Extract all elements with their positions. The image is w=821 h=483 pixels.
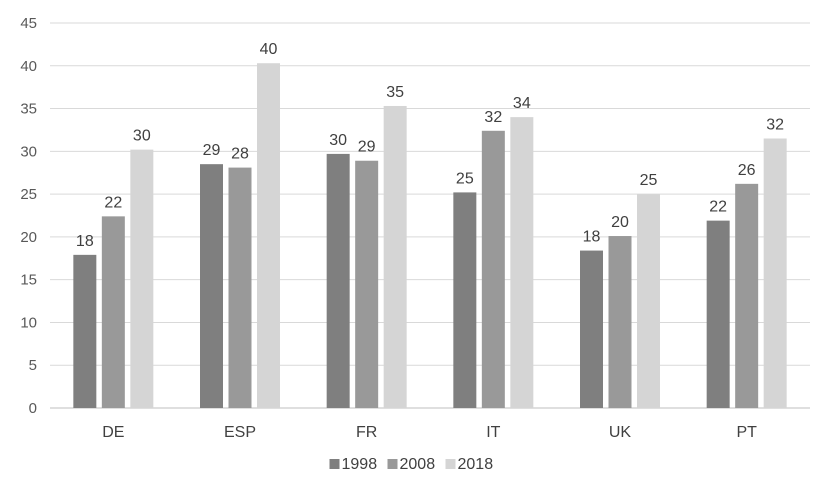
- y-tick-label-20: 20: [20, 229, 37, 246]
- bar-fr-2018: [383, 105, 407, 408]
- data-label-it-2018: 34: [513, 95, 531, 112]
- legend-swatch-2008: [387, 459, 398, 469]
- bar-pt-1998: [706, 220, 730, 408]
- bar-de-2008: [101, 216, 125, 408]
- data-label-it-2008: 32: [484, 109, 502, 126]
- gridlines: [50, 22, 810, 409]
- y-tick-label-45: 45: [20, 15, 37, 32]
- legend-label-2018: 2018: [458, 456, 494, 473]
- data-label-uk-2008: 20: [611, 214, 629, 231]
- bar-pt-2018: [763, 138, 787, 408]
- bar-uk-1998: [580, 250, 603, 408]
- legend-swatch-1998: [329, 459, 340, 469]
- data-label-uk-1998: 18: [583, 229, 601, 246]
- x-category-label-pt: PT: [736, 424, 757, 441]
- x-category-label-esp: ESP: [224, 424, 256, 441]
- y-tick-label-5: 5: [29, 357, 37, 374]
- bar-esp-2008: [228, 167, 252, 408]
- y-tick-label-25: 25: [20, 186, 37, 203]
- bar-fr-2008: [355, 160, 379, 408]
- data-label-fr-2018: 35: [386, 84, 404, 101]
- data-label-fr-1998: 30: [329, 132, 347, 149]
- data-label-esp-1998: 29: [203, 142, 221, 159]
- x-category-label-de: DE: [102, 424, 124, 441]
- bar-de-2018: [130, 149, 154, 408]
- y-axis-tick-labels: 0 5 10 15 20 25 30 35 40 45: [20, 15, 37, 417]
- legend-swatch-2018: [445, 459, 456, 469]
- data-label-it-1998: 25: [456, 170, 474, 187]
- y-tick-label-40: 40: [20, 58, 37, 75]
- y-tick-label-35: 35: [20, 101, 37, 118]
- data-label-pt-2008: 26: [738, 162, 756, 179]
- bars: [73, 63, 787, 409]
- data-label-uk-2018: 25: [640, 172, 658, 189]
- x-category-label-it: IT: [486, 424, 500, 441]
- y-tick-label-10: 10: [20, 314, 37, 331]
- x-category-label-fr: FR: [356, 424, 377, 441]
- legend-label-1998: 1998: [342, 456, 378, 473]
- data-label-pt-2018: 32: [766, 117, 784, 134]
- y-tick-label-15: 15: [20, 272, 37, 289]
- bar-pt-2008: [735, 183, 759, 408]
- data-label-de-1998: 18: [76, 233, 94, 250]
- bar-esp-2018: [257, 63, 280, 408]
- bar-it-2008: [481, 130, 505, 409]
- y-tick-label-0: 0: [29, 400, 37, 417]
- data-labels: 18 22 30 29 28 40 30 29 35 25 32 34 18 20 25 22 26 32: [76, 41, 784, 250]
- data-label-esp-2018: 40: [260, 41, 278, 58]
- bar-it-2018: [510, 117, 534, 408]
- data-label-esp-2008: 28: [231, 146, 249, 163]
- x-category-label-uk: UK: [609, 424, 632, 441]
- data-label-de-2018: 30: [133, 128, 151, 145]
- bar-uk-2008: [608, 236, 632, 408]
- bar-fr-1998: [326, 153, 350, 408]
- bar-de-1998: [73, 254, 97, 408]
- bar-esp-1998: [200, 164, 223, 408]
- legend: 1998 2008 2018: [329, 456, 494, 473]
- y-tick-label-30: 30: [20, 143, 37, 160]
- bar-it-1998: [453, 192, 477, 408]
- bar-uk-2018: [637, 194, 660, 408]
- data-label-fr-2008: 29: [358, 139, 376, 156]
- data-label-pt-1998: 22: [709, 199, 727, 216]
- legend-label-2008: 2008: [400, 456, 436, 473]
- data-label-de-2008: 22: [104, 194, 122, 211]
- x-axis-category-labels: DE ESP FR IT UK PT: [102, 424, 757, 441]
